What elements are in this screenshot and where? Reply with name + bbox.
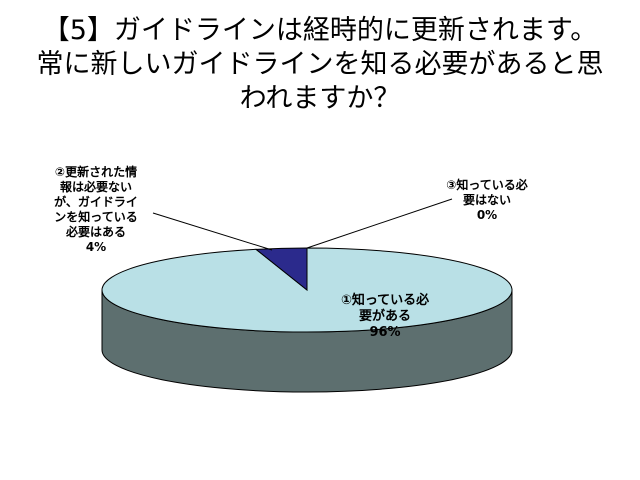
title-line-2: 常に新しいガイドラインを知る必要があると思 (36, 49, 604, 80)
slice-label-1-line-2: 要がある (358, 309, 411, 324)
title-line-1: 【5】ガイドラインは経時的に更新されます。 (42, 15, 598, 46)
title-line-3: われますか？ (239, 83, 401, 114)
slice-label-3-line-1: ③知っている必 (446, 178, 528, 192)
slice-label-2: ②更新された情 報は必要ない が、ガイドライ ンを知っている 必要はある 4% (38, 165, 154, 255)
pie-slice-2 (254, 247, 308, 292)
chart-title: 【5】ガイドラインは経時的に更新されます。 常に新しいガイドラインを知る必要があ… (0, 14, 640, 116)
slice-label-2-value: 4% (85, 240, 107, 254)
leader-line-3 (306, 198, 453, 249)
slice-label-1: ①知っている必 要がある 96% (330, 293, 440, 341)
slice-label-3-line-2: 要はない (462, 193, 511, 207)
slice-label-3-value: 0% (476, 208, 498, 222)
slice-label-2-line-2: 報は必要ない (59, 180, 132, 194)
slice-label-2-line-5: 必要はある (65, 225, 126, 239)
slice-label-2-line-4: ンを知っている (54, 210, 138, 224)
slice-label-1-line-1: ①知っている必 (340, 293, 430, 308)
slice-label-2-line-1: ②更新された情 (54, 165, 138, 179)
slice-label-1-value: 96% (369, 325, 401, 340)
leader-line-2 (152, 212, 273, 251)
slice-label-2-line-3: が、ガイドライ (54, 195, 138, 209)
slice-label-3: ③知っている必 要はない 0% (432, 178, 542, 223)
